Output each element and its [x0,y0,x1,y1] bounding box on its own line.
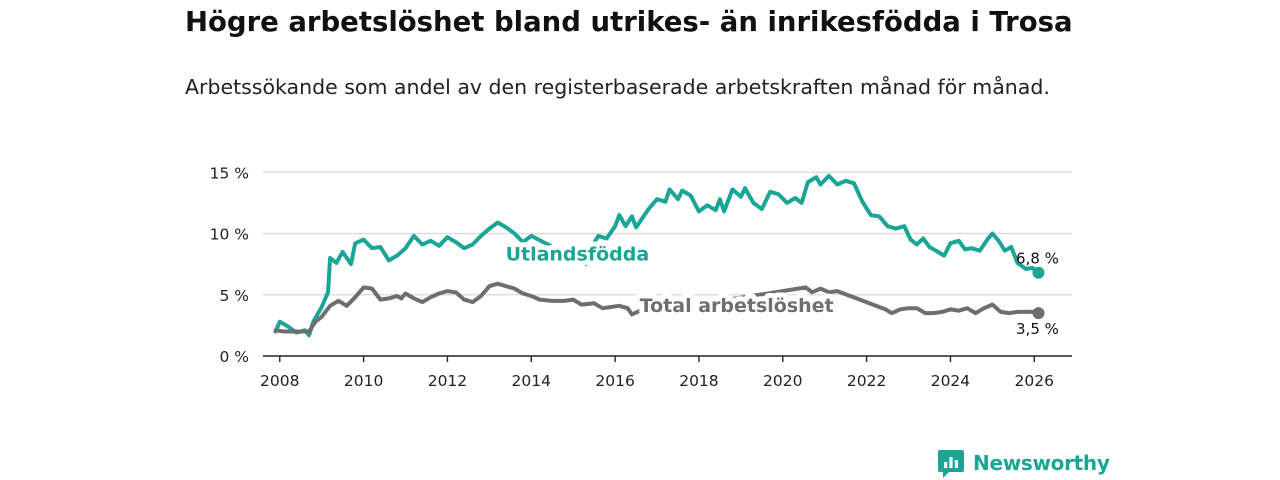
series-line-utlandsfodda [273,173,1041,338]
end-label-total: 3,5 % [1016,320,1059,338]
chart-title: Högre arbetslöshet bland utrikes- än inr… [185,6,1073,38]
x-tick-label: 2020 [763,372,802,390]
end-label-utlandsfodda: 6,8 % [1016,250,1059,268]
x-tick-label: 2010 [344,372,383,390]
x-tick-label: 2014 [512,372,551,390]
chart-subtitle: Arbetssökande som andel av den registerb… [185,75,1050,99]
x-tick-label: 2022 [847,372,886,390]
series-annotation-halo: Utlandsfödda [506,243,650,265]
x-tick-label: 2026 [1015,372,1054,390]
x-tick-label: 2012 [428,372,467,390]
series-labels: 6,8 %3,5 %UtlandsföddaUtlandsföddaTotal … [501,238,1059,338]
y-tick-label: 10 % [210,226,249,244]
series-line-total [273,281,1041,334]
end-marker-utlandsfodda [1032,266,1045,279]
x-tick-label: 2008 [260,372,299,390]
newsworthy-logo: Newsworthy [937,447,1110,479]
series-lines [273,173,1045,338]
y-tick-label: 15 % [210,164,249,182]
gridlines: 0 % 5 % 10 % 15 % [210,164,1072,366]
series-annotation-halo: Total arbetslöshet [640,295,834,317]
x-tick-label: 2024 [931,372,970,390]
x-tick-label: 2018 [679,372,718,390]
end-marker-total [1032,307,1045,320]
x-tick-label: 2016 [595,372,634,390]
y-tick-label: 0 % [219,348,249,366]
line-chart: 0 %5 %10 %15 % 2008 2010 2012 2014 2016 2018 2… [210,164,1072,390]
series-annotation-utlandsfodda: Utlandsfödda [506,243,650,265]
y-tick-label: 5 % [219,287,249,305]
newsworthy-logo-text: Newsworthy [973,451,1110,475]
newsworthy-logo-icon [938,450,964,478]
x-axis: 2008 2010 2012 2014 2016 2018 2020 2022 2024 2026 [260,355,1072,390]
series-annotation-total: Total arbetslöshet [640,295,834,317]
